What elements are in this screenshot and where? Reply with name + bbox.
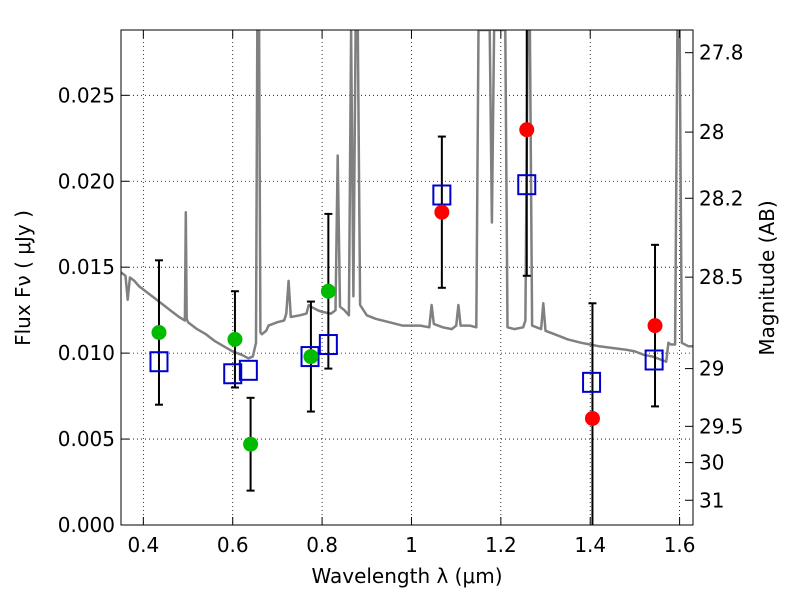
x-tick-label: 0.8: [306, 533, 338, 557]
y2-axis-label: Magnitude (AB): [755, 200, 779, 355]
model-flux-square: [318, 334, 338, 356]
y2-tick-label: 28.5: [699, 265, 744, 289]
x-tick-label: 0.4: [127, 533, 159, 557]
spectrum-layer: [121, 30, 693, 363]
model-flux-square: [517, 174, 537, 196]
tick-layer: 0.4 0.6 0.8 1 1.2 1.4 1.6 0.000 0.005 0.010 0.015 0…: [58, 30, 744, 557]
y2-tick-label: 30: [699, 451, 724, 475]
model-flux-square: [582, 371, 602, 393]
observed-point-red: [434, 204, 450, 220]
observed-point-green: [243, 436, 259, 452]
x-tick-label: 1.2: [485, 533, 517, 557]
y-tick-label: 0.025: [58, 83, 115, 107]
y-tick-label: 0.015: [58, 255, 115, 279]
observed-point-green: [303, 349, 319, 365]
x-tick-label: 1: [405, 533, 418, 557]
observed-point-green: [151, 325, 167, 340]
y-axis-label: Flux Fν ( μJy ): [11, 210, 35, 346]
model-flux-square: [223, 363, 243, 385]
observed-point-red: [519, 122, 535, 138]
y2-tick-label: 27.8: [699, 41, 744, 65]
model-flux-square: [238, 359, 258, 381]
model-flux-square: [300, 346, 320, 368]
model-square-layer: [149, 174, 664, 393]
model-flux-square: [432, 184, 452, 206]
observed-point-red: [584, 410, 600, 426]
y-tick-label: 0.020: [58, 169, 115, 193]
y-tick-label: 0.000: [58, 513, 115, 537]
model-flux-square: [149, 351, 169, 373]
model-spectrum-line: [121, 30, 693, 363]
y2-tick-label: 28.2: [699, 186, 744, 210]
model-flux-square: [644, 349, 664, 371]
y2-tick-label: 28: [699, 120, 724, 144]
y2-tick-label: 31: [699, 488, 724, 512]
x-tick-label: 1.6: [664, 533, 696, 557]
observed-point-green: [227, 331, 243, 347]
y-tick-label: 0.005: [58, 427, 115, 451]
observed-point-green: [320, 283, 336, 299]
y-tick-label: 0.010: [58, 341, 115, 365]
y2-tick-label: 29: [699, 357, 724, 381]
observed-point-red: [647, 318, 663, 334]
x-tick-label: 0.6: [217, 533, 249, 557]
x-tick-label: 1.4: [574, 533, 606, 557]
observed-dot-layer: [151, 122, 663, 452]
x-axis-label: Wavelength λ (μm): [311, 564, 502, 588]
y2-tick-label: 29.5: [699, 414, 744, 438]
